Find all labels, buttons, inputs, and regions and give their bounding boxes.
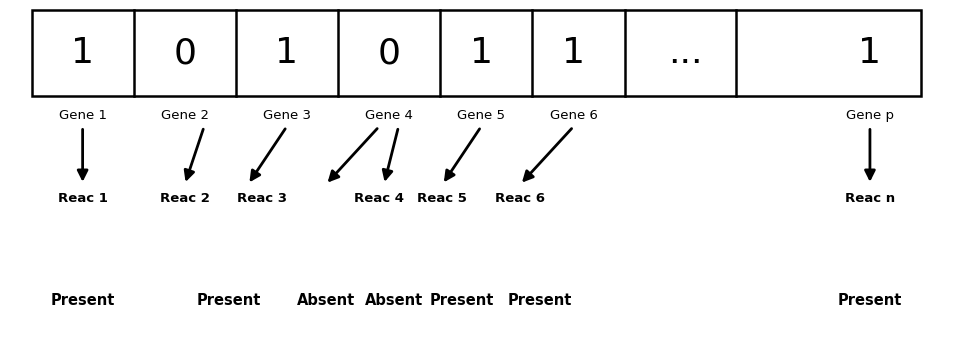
Text: Present: Present xyxy=(507,293,572,308)
Text: 1: 1 xyxy=(275,36,298,70)
Text: Reac 4: Reac 4 xyxy=(354,192,404,205)
Text: Gene 4: Gene 4 xyxy=(364,109,413,122)
Text: Present: Present xyxy=(51,293,115,308)
Text: Reac 2: Reac 2 xyxy=(159,192,210,205)
Text: Gene 1: Gene 1 xyxy=(58,109,107,122)
Text: Present: Present xyxy=(196,293,260,308)
Text: Absent: Absent xyxy=(364,293,423,308)
Text: Reac 1: Reac 1 xyxy=(57,192,108,205)
Text: 1: 1 xyxy=(469,36,493,70)
Text: Absent: Absent xyxy=(296,293,355,308)
Text: Gene 3: Gene 3 xyxy=(262,109,311,122)
Text: 1: 1 xyxy=(858,36,882,70)
Text: 1: 1 xyxy=(71,36,94,70)
Text: ...: ... xyxy=(668,36,703,70)
Text: Gene 6: Gene 6 xyxy=(549,109,598,122)
Text: Reac 3: Reac 3 xyxy=(237,192,288,205)
Text: Present: Present xyxy=(430,293,494,308)
Text: 1: 1 xyxy=(562,36,585,70)
Text: Reac 5: Reac 5 xyxy=(417,192,468,205)
Bar xyxy=(32,10,921,96)
Text: Gene p: Gene p xyxy=(846,109,894,122)
Text: Present: Present xyxy=(838,293,902,308)
Text: Reac 6: Reac 6 xyxy=(495,192,545,205)
Text: Gene 5: Gene 5 xyxy=(457,109,505,122)
Text: 0: 0 xyxy=(173,36,196,70)
Text: Reac n: Reac n xyxy=(845,192,895,205)
Text: 0: 0 xyxy=(377,36,400,70)
Text: Gene 2: Gene 2 xyxy=(160,109,209,122)
